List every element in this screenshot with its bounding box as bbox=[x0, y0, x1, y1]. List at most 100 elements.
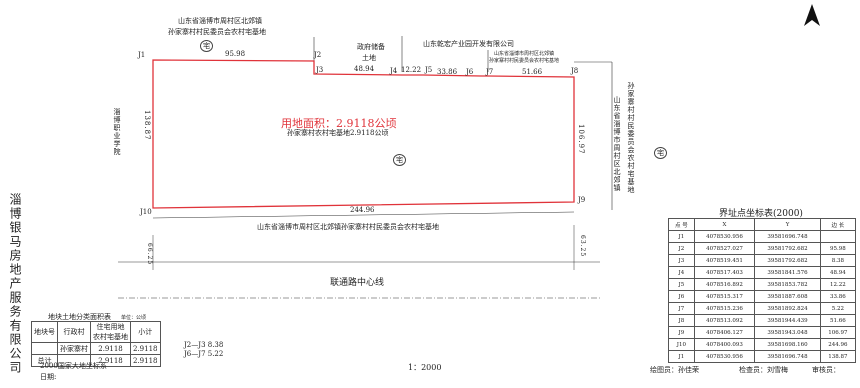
coord-cell: 39581696.748 bbox=[754, 350, 821, 363]
area-header-type: 住宅用地 农村宅基地 bbox=[90, 321, 131, 343]
point-label-j3: J3 bbox=[316, 66, 324, 74]
coord-row: J9 4078406.127 39581943.048 106.97 bbox=[668, 326, 857, 339]
coord-cell: 4078527.027 bbox=[693, 242, 756, 255]
coord-row: J1 4078530.956 39581696.748 138.87 bbox=[668, 350, 857, 363]
point-label-j5: J5 bbox=[425, 66, 433, 74]
point-label-j8: J8 bbox=[571, 67, 579, 75]
area-title: 用地面积：2.9118公顷 bbox=[281, 117, 397, 130]
edge-j3-j4: 48.94 bbox=[354, 65, 375, 73]
area-header-type-line2: 农村宅基地 bbox=[93, 333, 128, 341]
coord-cell: 244.96 bbox=[819, 338, 857, 351]
area-table-total-row: 总计 2.9118 2.9118 bbox=[31, 354, 161, 367]
reviewer: 审核员： bbox=[812, 366, 840, 374]
area-table: 地块号 行政村 住宅用地 农村宅基地 小计 孙家寨村 2.9118 2.9118 … bbox=[31, 321, 161, 367]
coord-cell: 4078513.092 bbox=[693, 314, 756, 327]
coord-cell: 4078515.236 bbox=[693, 302, 756, 315]
coord-cell: 95.98 bbox=[819, 242, 857, 255]
area-cell-value: 2.9118 bbox=[90, 342, 131, 355]
coord-cell: J2 bbox=[668, 242, 695, 255]
road-distance-left: 66.25 bbox=[146, 243, 153, 266]
edge-j7-j8: 51.66 bbox=[522, 68, 543, 76]
coord-cell: 39581696.748 bbox=[754, 230, 821, 243]
coord-cell: 4078516.892 bbox=[693, 278, 756, 291]
coord-cell: J1 bbox=[668, 230, 695, 243]
parcel-boundary bbox=[152, 59, 575, 209]
area-header-type-line1: 住宅用地 bbox=[96, 323, 125, 331]
coord-cell: 39581887.608 bbox=[754, 290, 821, 303]
neighbor-east-vertical-2: 山东省淄博市周村区北郊镇 bbox=[613, 96, 621, 192]
coord-row: J7 4078515.236 39581892.824 5.22 bbox=[668, 302, 857, 315]
neighbor-line bbox=[152, 211, 575, 219]
coord-cell: J4 bbox=[668, 266, 695, 279]
coord-row: J6 4078515.317 39581887.608 33.86 bbox=[668, 290, 857, 303]
road-distance-right: 63.25 bbox=[579, 235, 586, 258]
coord-row: J2 4078527.027 39581792.682 95.98 bbox=[668, 242, 857, 255]
coord-cell: 4078515.317 bbox=[693, 290, 756, 303]
coord-cell: 33.86 bbox=[819, 290, 857, 303]
point-label-j7: J7 bbox=[486, 68, 494, 76]
area-cell-village: 孙家寨村 bbox=[57, 342, 91, 355]
coord-row: J10 4078400.093 39581698.160 244.96 bbox=[668, 338, 857, 351]
coord-system: 2000国家大地坐标系 bbox=[40, 362, 107, 370]
coord-cell: 4078400.093 bbox=[693, 338, 756, 351]
coord-cell: 4078519.451 bbox=[693, 254, 756, 267]
coord-cell: 138.87 bbox=[819, 350, 857, 363]
coord-header: 边 长 bbox=[819, 218, 857, 231]
neighbor-north-line1: 山东省淄博市周村区北郊镇 bbox=[178, 17, 262, 25]
house-symbol: 宅 bbox=[200, 40, 213, 52]
area-cell-total: 2.9118 bbox=[90, 354, 131, 367]
coord-cell: J10 bbox=[668, 338, 695, 351]
area-subtitle: 孙家寨村农村宅基地2.9118公顷 bbox=[287, 129, 389, 137]
gov-reserve-line2: 土地 bbox=[362, 54, 376, 62]
neighbor-east-vertical-1: 孙家寨村村民委员会农村宅基地 bbox=[627, 82, 635, 194]
coord-cell: 39581792.682 bbox=[754, 254, 821, 267]
coord-cell bbox=[819, 230, 857, 243]
road-label: 联通路中心线 bbox=[330, 278, 385, 288]
extra-edge-2: J6—J7 5.22 bbox=[184, 350, 224, 358]
point-label-j2: J2 bbox=[314, 51, 322, 59]
point-label-j10: J10 bbox=[140, 208, 152, 216]
edge-j4-j5: 12.22 bbox=[401, 66, 422, 74]
coord-row: J1 4078530.956 39581696.748 bbox=[668, 230, 857, 243]
company-neighbor: 山东乾宏产业园开发有限公司 bbox=[423, 40, 514, 48]
coord-cell: 39581853.782 bbox=[754, 278, 821, 291]
coord-cell: 4078406.127 bbox=[693, 326, 756, 339]
coord-cell: 51.66 bbox=[819, 314, 857, 327]
area-table-title: 地块土地分类面积表 bbox=[48, 313, 111, 321]
neighbor-north-line2: 孙家寨村村民委员会农村宅基地 bbox=[168, 28, 266, 36]
coord-row: J3 4078519.451 39581792.682 8.38 bbox=[668, 254, 857, 267]
neighbor-west-label: 淄博职业学院 bbox=[113, 108, 121, 156]
area-header-sub: 小计 bbox=[130, 321, 161, 343]
extra-edge-1: J2—J3 8.38 bbox=[184, 341, 224, 349]
coord-cell: 12.22 bbox=[819, 278, 857, 291]
coord-cell: J7 bbox=[668, 302, 695, 315]
coord-row: J5 4078516.892 39581853.782 12.22 bbox=[668, 278, 857, 291]
neighbor-east-small-2: 孙家寨村村民委员会农村宅基地 bbox=[489, 58, 560, 64]
house-symbol: 宅 bbox=[654, 147, 667, 159]
area-table-row: 孙家寨村 2.9118 2.9118 bbox=[31, 342, 161, 355]
date-label: 日期: bbox=[40, 373, 57, 381]
point-label-j1: J1 bbox=[138, 51, 146, 59]
gov-reserve-line1: 政府储备 bbox=[357, 43, 385, 51]
coord-cell: 39581792.682 bbox=[754, 242, 821, 255]
area-cell-total-sub: 2.9118 bbox=[130, 354, 161, 367]
edge-j9-j10: 244.96 bbox=[350, 206, 375, 214]
coord-cell: J8 bbox=[668, 314, 695, 327]
edge-j10-j1: 138.87 bbox=[143, 110, 151, 141]
area-table-header: 地块号 行政村 住宅用地 农村宅基地 小计 bbox=[31, 321, 161, 343]
neighbor-south-label: 山东省淄博市周村区北郊镇孙家寨村村民委员会农村宅基地 bbox=[257, 223, 439, 231]
area-header-parcel: 地块号 bbox=[31, 321, 58, 343]
coord-cell: J3 bbox=[668, 254, 695, 267]
coord-table: 点 号 X Y 边 长 J1 4078530.956 39581696.748 J2… bbox=[668, 218, 857, 363]
edge-j8-j9: 106.97 bbox=[577, 124, 585, 155]
coord-cell: 39581698.160 bbox=[754, 338, 821, 351]
coord-cell: 4078517.403 bbox=[693, 266, 756, 279]
drafter: 绘图员：孙佳荣 bbox=[650, 366, 699, 374]
north-arrow-icon bbox=[804, 4, 820, 26]
company-name: 淄博银马房地产服务有限公司 bbox=[8, 193, 22, 375]
coord-cell: 4078530.956 bbox=[693, 350, 756, 363]
coord-header-row: 点 号 X Y 边 长 bbox=[668, 218, 857, 231]
coord-cell: 39581841.576 bbox=[754, 266, 821, 279]
area-table-unit: 单位：公顷 bbox=[121, 315, 147, 321]
